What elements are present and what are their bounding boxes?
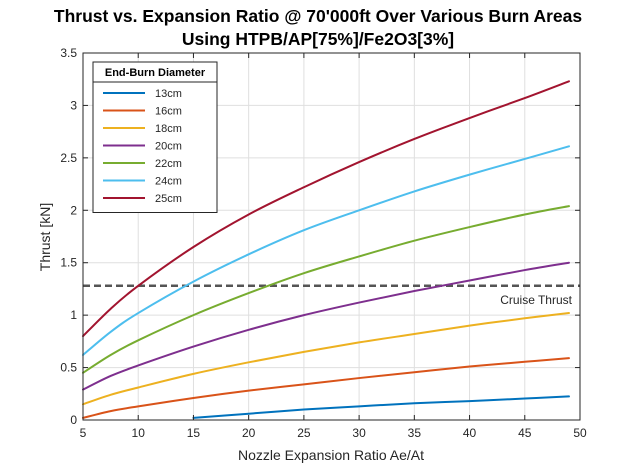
series-line-13cm [192, 395, 570, 419]
y-tick-label: 1.5 [60, 256, 77, 270]
cruise-thrust-label: Cruise Thrust [500, 293, 572, 307]
plot-frame [82, 52, 581, 421]
y-tick-label: 2.5 [60, 151, 77, 165]
series-line-25cm [82, 80, 570, 338]
x-tick-label: 5 [80, 426, 87, 440]
series-layer [82, 80, 570, 419]
legend-label-24cm: 24cm [155, 176, 182, 188]
y-tick-label: 0.5 [60, 361, 77, 375]
series-line-20cm [82, 261, 570, 391]
y-tick-label: 1 [70, 308, 77, 322]
x-tick-label: 45 [518, 426, 532, 440]
chart-title-line-2: Using HTPB/AP[75%]/Fe2O3[3%] [182, 29, 454, 49]
x-tick-label: 15 [187, 426, 201, 440]
legend-label-25cm: 25cm [155, 193, 182, 205]
axes-layer: 5 10 15 20 25 30 35 40 45 50 0 0.5 1 1.5 2 2.5 3 3.5 [60, 46, 587, 440]
legend-title: End-Burn Diameter [105, 67, 206, 79]
legend-label-18cm: 18cm [155, 123, 182, 135]
x-axis-label: Nozzle Expansion Ratio Ae/At [238, 447, 424, 463]
legend-label-16cm: 16cm [155, 106, 182, 118]
legend-label-20cm: 20cm [155, 141, 182, 153]
series-line-22cm [82, 205, 570, 374]
x-tick-label: 30 [352, 426, 366, 440]
legend: End-Burn Diameter 13cm 16cm 18cm 20cm 22cm 24c… [92, 61, 218, 213]
x-tick-label: 50 [573, 426, 587, 440]
x-tick-label: 35 [408, 426, 422, 440]
series-line-24cm [82, 145, 570, 356]
y-tick-label: 3.5 [60, 46, 77, 60]
x-tick-label: 40 [463, 426, 477, 440]
series-line-16cm [82, 357, 570, 419]
x-tick-label: 10 [132, 426, 146, 440]
series-line-18cm [82, 312, 570, 406]
y-tick-label: 0 [70, 413, 77, 427]
legend-label-13cm: 13cm [155, 88, 182, 100]
x-tick-label: 20 [242, 426, 256, 440]
y-tick-label: 2 [70, 203, 77, 217]
legend-label-22cm: 22cm [155, 158, 182, 170]
x-tick-label: 25 [297, 426, 311, 440]
y-tick-label: 3 [70, 98, 77, 112]
y-axis-label: Thrust [kN] [37, 203, 53, 271]
chart-title-line-1: Thrust vs. Expansion Ratio @ 70'000ft Ov… [54, 6, 583, 26]
legend-box [92, 61, 218, 213]
reference-line-layer: Cruise Thrust [83, 284, 580, 307]
